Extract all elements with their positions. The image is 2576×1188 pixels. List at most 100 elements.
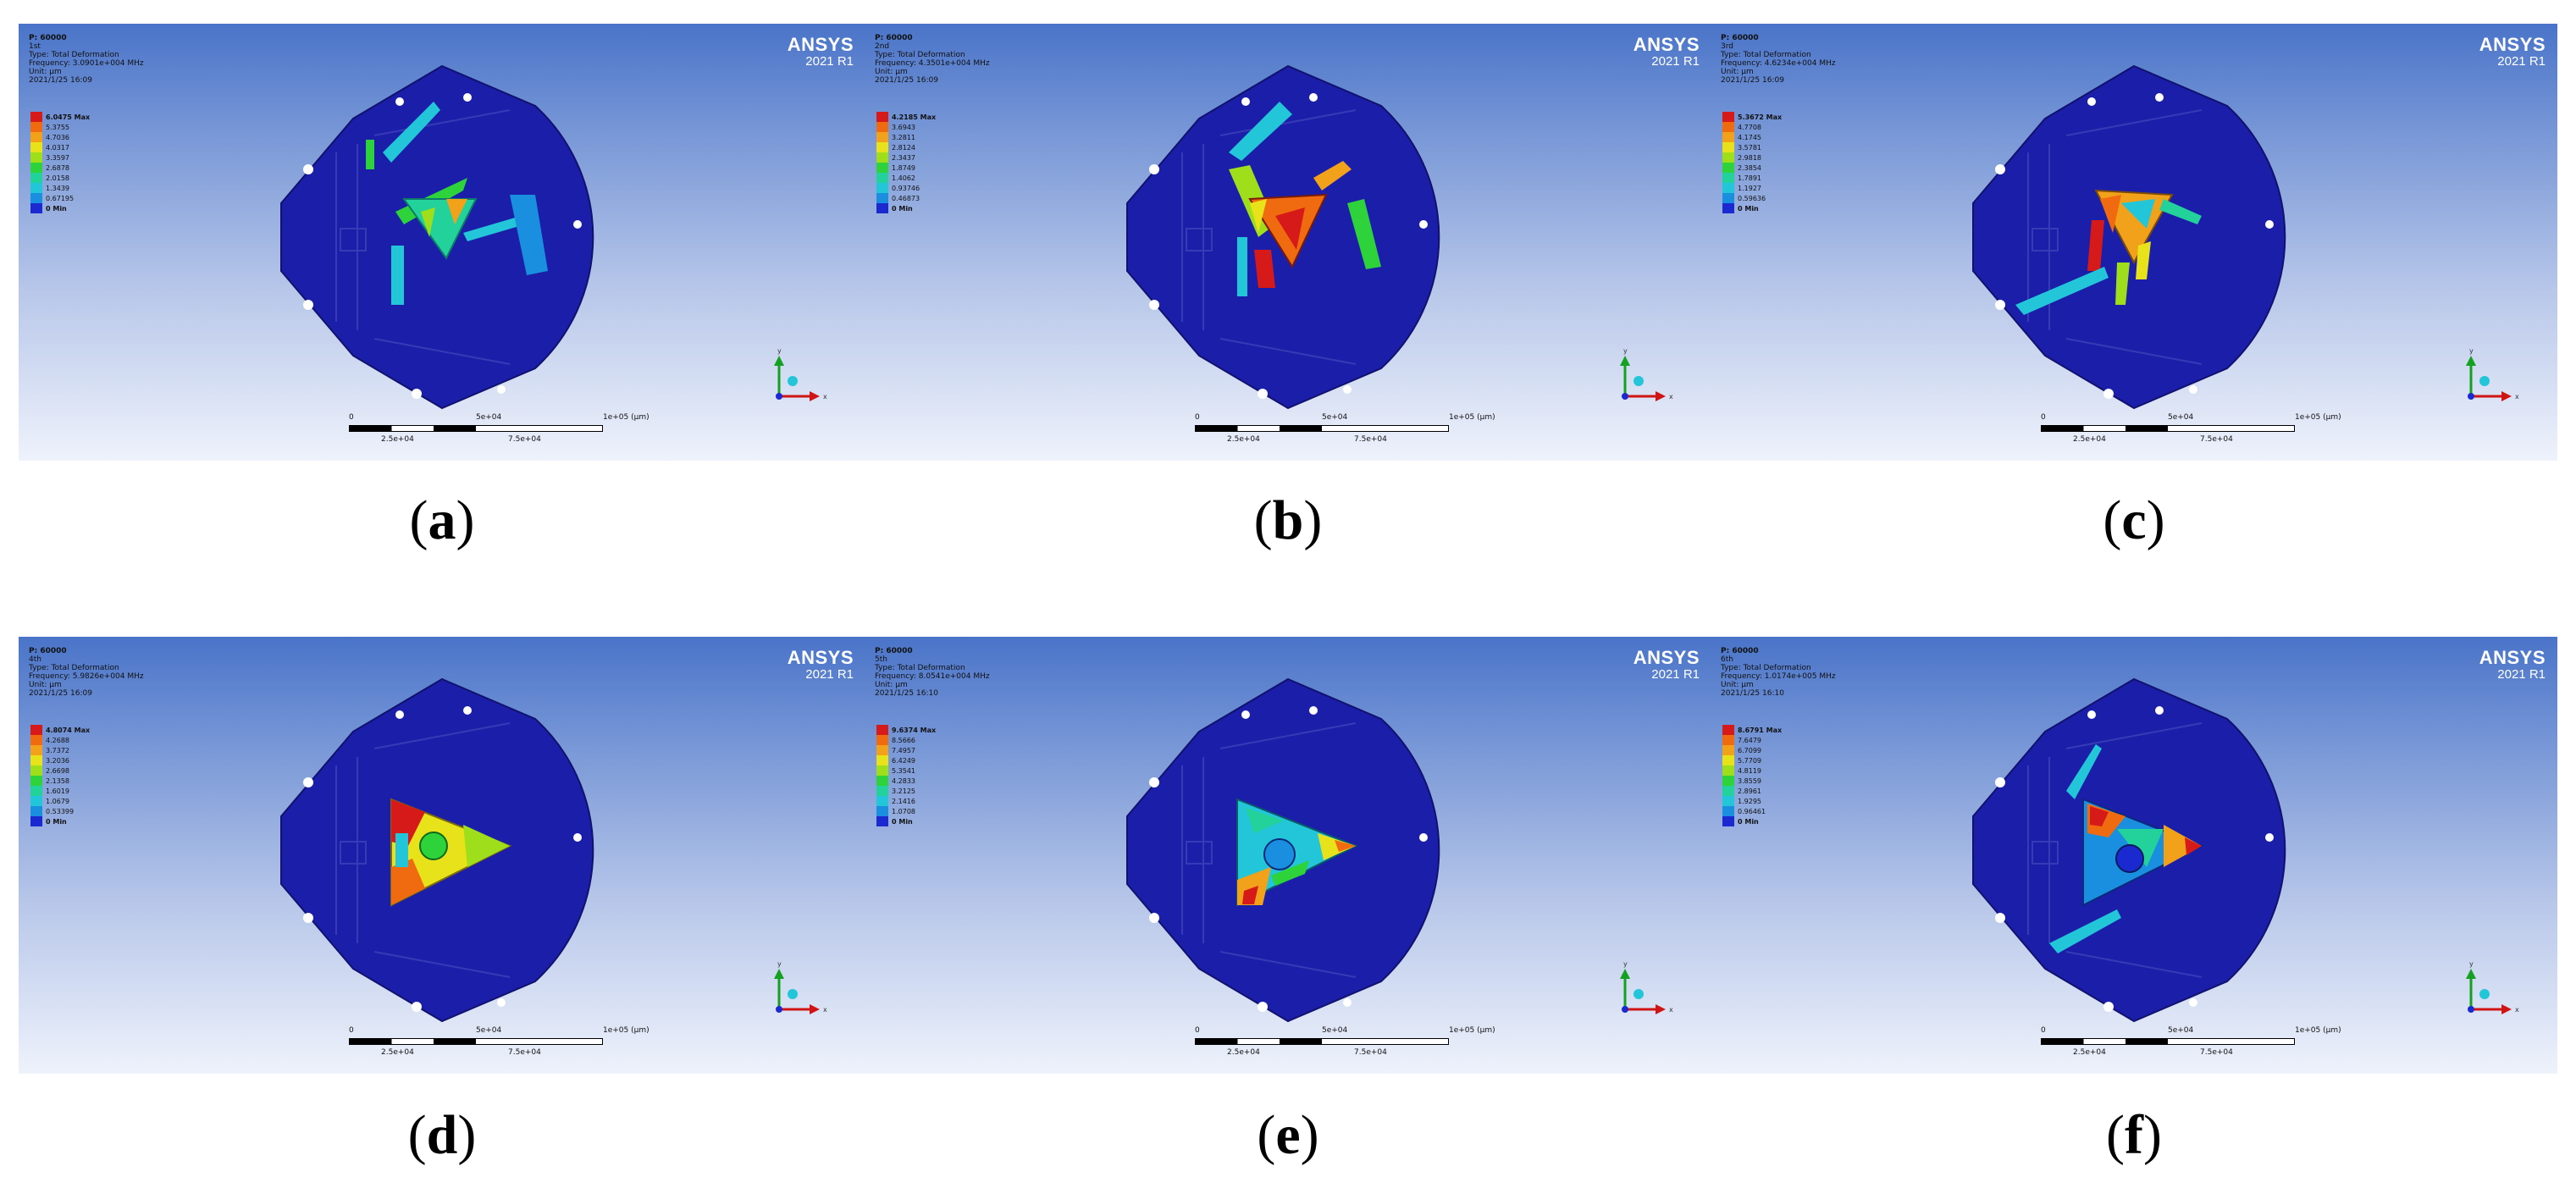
- scale-tick: 0: [2041, 1026, 2046, 1035]
- scale-tick: 7.5e+04: [508, 435, 541, 444]
- legend-row: 2.1358: [30, 776, 90, 786]
- panel-letter: f: [2125, 1104, 2143, 1166]
- ansys-logo: ANSYS 2021 R1: [1633, 36, 1700, 69]
- coordinate-triad: y x: [2466, 347, 2519, 401]
- color-legend: 5.3672 Max 4.7708 4.1745 3.5781 2.9818 2…: [1722, 112, 1782, 213]
- svg-text:y: y: [777, 347, 782, 355]
- result-date: 2021/1/25 16:10: [875, 689, 938, 698]
- ansys-logo: ANSYS 2021 R1: [1633, 649, 1700, 682]
- legend-row: 1.0708: [876, 806, 936, 816]
- legend-value: 8.5666: [892, 736, 915, 744]
- study-title: P: 60000: [1721, 34, 1759, 42]
- result-panel-d: P: 60000 4th Type: Total Deformation Fre…: [19, 637, 865, 1074]
- legend-value: 4.0317: [46, 143, 69, 152]
- legend-row: 2.6698: [30, 765, 90, 776]
- result-date: 2021/1/25 16:09: [29, 689, 92, 698]
- deformation-model: [280, 64, 594, 410]
- result-unit: Unit: μm: [1721, 68, 1754, 76]
- legend-value: 4.7708: [1738, 123, 1761, 131]
- brand-name: ANSYS: [2479, 34, 2546, 55]
- result-unit: Unit: μm: [29, 681, 62, 689]
- study-title: P: 60000: [875, 34, 913, 42]
- coordinate-triad: y x: [774, 960, 827, 1014]
- deformation-model: [1126, 677, 1440, 1023]
- legend-row: 8.6791 Max: [1722, 725, 1782, 735]
- legend-value: 7.4957: [892, 746, 915, 754]
- legend-value: 2.6698: [46, 766, 69, 775]
- result-date: 2021/1/25 16:09: [29, 76, 92, 85]
- ansys-logo: ANSYS 2021 R1: [2479, 36, 2546, 69]
- legend-row: 1.0679: [30, 796, 90, 806]
- legend-row: 3.2125: [876, 786, 936, 796]
- legend-value: 1.3439: [46, 184, 69, 192]
- result-type: Type: Total Deformation: [29, 51, 119, 59]
- legend-value: 4.1745: [1738, 133, 1761, 141]
- mode-frequency: Frequency: 1.0174e+005 MHz: [1721, 672, 1836, 681]
- result-panel-a: P: 60000 1st Type: Total Deformation Fre…: [19, 24, 865, 461]
- legend-value: 3.7372: [46, 746, 69, 754]
- legend-row: 6.4249: [876, 755, 936, 765]
- legend-row: 4.7708: [1722, 122, 1782, 132]
- panel-letter: c: [2121, 489, 2147, 551]
- legend-value: 0.53399: [46, 807, 75, 815]
- coordinate-triad: y x: [1620, 347, 1673, 401]
- result-date: 2021/1/25 16:10: [1721, 689, 1784, 698]
- svg-text:x: x: [823, 1006, 827, 1014]
- deformation-model: [1972, 64, 2286, 410]
- legend-value: 0 Min: [46, 204, 67, 213]
- legend-row: 6.7099: [1722, 745, 1782, 755]
- brand-name: ANSYS: [2479, 647, 2546, 668]
- legend-value: 0 Min: [892, 817, 913, 826]
- scale-tick: 0: [1195, 1026, 1200, 1035]
- mode-name: 6th: [1721, 655, 1733, 664]
- legend-row: 1.7891: [1722, 173, 1782, 183]
- brand-version: 2021 R1: [805, 667, 854, 682]
- result-panel-c: P: 60000 3rd Type: Total Deformation Fre…: [1711, 24, 2557, 461]
- coordinate-triad: y x: [2466, 960, 2519, 1014]
- panel-letter: b: [1272, 489, 1304, 551]
- legend-value: 2.9818: [1738, 153, 1761, 162]
- legend-value: 1.6019: [46, 787, 69, 795]
- legend-value: 6.7099: [1738, 746, 1761, 754]
- legend-value: 1.0708: [892, 807, 915, 815]
- coordinate-triad: y x: [774, 347, 827, 401]
- result-type: Type: Total Deformation: [29, 664, 119, 672]
- legend-row: 7.6479: [1722, 735, 1782, 745]
- result-type: Type: Total Deformation: [875, 51, 965, 59]
- legend-row: 1.1927: [1722, 183, 1782, 193]
- legend-value: 3.8559: [1738, 776, 1761, 785]
- result-info: P: 60000 4th Type: Total Deformation Fre…: [29, 647, 144, 698]
- legend-value: 4.2833: [892, 776, 915, 785]
- scale-tick: 1e+05 (μm): [1449, 413, 1495, 422]
- legend-value: 0 Min: [892, 204, 913, 213]
- scale-tick: 5e+04: [1322, 413, 1348, 422]
- result-type: Type: Total Deformation: [1721, 664, 1811, 672]
- study-title: P: 60000: [29, 647, 67, 655]
- result-date: 2021/1/25 16:09: [1721, 76, 1784, 85]
- brand-name: ANSYS: [787, 34, 854, 55]
- legend-value: 0 Min: [1738, 817, 1759, 826]
- legend-value: 2.8961: [1738, 787, 1761, 795]
- legend-row: 4.2833: [876, 776, 936, 786]
- legend-row: 0 Min: [1722, 203, 1782, 213]
- mode-frequency: Frequency: 4.3501e+004 MHz: [875, 59, 990, 68]
- scale-tick: 7.5e+04: [1354, 435, 1387, 444]
- deformation-model: [1972, 677, 2286, 1023]
- legend-row: 0.67195: [30, 193, 90, 203]
- scale-tick: 7.5e+04: [2200, 435, 2233, 444]
- legend-row: 0 Min: [30, 816, 90, 826]
- legend-value: 0.93746: [892, 184, 920, 192]
- color-legend: 8.6791 Max 7.6479 6.7099 5.7709 4.8119 3…: [1722, 725, 1782, 826]
- legend-row: 0 Min: [876, 816, 936, 826]
- brand-version: 2021 R1: [1651, 54, 1700, 69]
- result-panel-b: P: 60000 2nd Type: Total Deformation Fre…: [865, 24, 1711, 461]
- legend-row: 9.6374 Max: [876, 725, 936, 735]
- legend-row: 2.3854: [1722, 163, 1782, 173]
- scale-tick: 2.5e+04: [1227, 435, 1260, 444]
- scale-tick: 5e+04: [476, 413, 502, 422]
- color-legend: 6.0475 Max 5.3755 4.7036 4.0317 3.3597 2…: [30, 112, 90, 213]
- svg-text:x: x: [1669, 1006, 1673, 1014]
- legend-row: 0 Min: [876, 203, 936, 213]
- mode-name: 5th: [875, 655, 887, 664]
- legend-value: 4.2185 Max: [892, 113, 937, 121]
